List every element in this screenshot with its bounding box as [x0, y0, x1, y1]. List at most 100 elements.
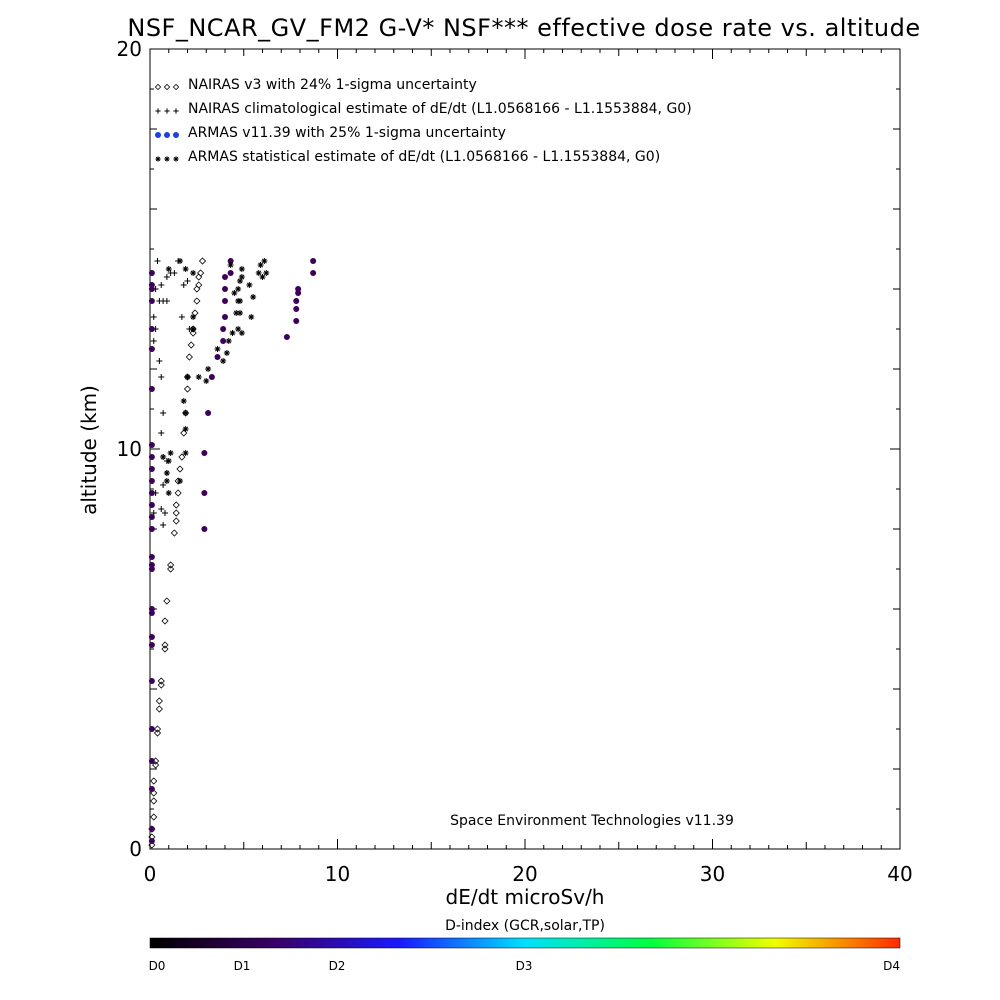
legend-label: NAIRAS v3 with 24% 1-sigma uncertainty — [188, 77, 477, 93]
data-point — [170, 529, 178, 537]
data-point — [184, 278, 191, 284]
legend: NAIRAS v3 with 24% 1-sigma uncertainty NA… — [154, 77, 692, 165]
data-point — [171, 270, 178, 276]
x-tick-label: 10 — [325, 862, 350, 886]
legend-label: NAIRAS climatological estimate of dE/dt … — [188, 101, 692, 117]
data-point — [193, 285, 201, 293]
data-point — [163, 478, 170, 484]
data-point — [165, 490, 172, 496]
data-point — [148, 270, 155, 276]
legend-symbol — [164, 108, 170, 114]
y-axis-ticks: 0 10 20 — [117, 37, 900, 861]
data-point — [165, 266, 172, 272]
data-point — [182, 410, 189, 416]
data-point — [148, 454, 155, 460]
data-point — [310, 258, 317, 264]
legend-entry: ARMAS v11.39 with 25% 1-sigma uncertaint… — [155, 125, 506, 141]
data-point — [158, 506, 165, 512]
data-point — [220, 326, 227, 332]
credit-annotation: Space Environment Technologies v11.39 — [450, 813, 734, 829]
data-point — [201, 450, 208, 456]
data-point — [178, 453, 186, 461]
data-point — [160, 482, 167, 488]
legend-symbol — [164, 156, 170, 162]
data-point — [148, 326, 155, 332]
data-point — [225, 338, 232, 344]
data-point — [201, 490, 208, 496]
data-point — [148, 514, 155, 520]
data-point — [195, 374, 202, 380]
data-point — [293, 318, 300, 324]
x-tick-label: 40 — [887, 862, 912, 886]
data-point — [214, 354, 221, 360]
data-point — [263, 270, 270, 276]
y-tick-label: 0 — [129, 837, 142, 861]
series-diamond — [148, 257, 207, 849]
data-point — [148, 838, 155, 844]
data-point — [172, 501, 180, 509]
data-point — [222, 274, 228, 280]
data-point — [148, 786, 155, 792]
data-point — [257, 262, 264, 268]
series-plus — [148, 258, 193, 528]
colorbar-label: D2 — [329, 959, 346, 973]
data-point — [237, 298, 243, 304]
data-point — [158, 282, 165, 288]
data-point — [157, 681, 165, 689]
data-point — [153, 729, 162, 737]
legend-symbol — [173, 108, 179, 114]
data-point — [158, 430, 165, 436]
data-point — [150, 777, 158, 785]
data-point — [255, 270, 262, 276]
data-point — [177, 478, 183, 484]
data-point — [148, 634, 155, 640]
x-tick-label: 0 — [144, 862, 157, 886]
data-point — [190, 270, 197, 276]
data-point — [182, 450, 189, 456]
data-point — [189, 329, 197, 337]
data-point — [163, 298, 170, 304]
data-point — [150, 338, 157, 344]
data-point — [205, 366, 212, 372]
data-point — [310, 270, 317, 276]
data-point — [150, 797, 158, 805]
data-point — [191, 309, 199, 317]
data-point — [182, 266, 189, 272]
data-point — [148, 554, 155, 560]
data-point — [261, 258, 268, 264]
data-point — [190, 326, 197, 332]
data-point — [152, 761, 160, 769]
plot-frame — [149, 48, 901, 850]
x-tick-label: 20 — [512, 862, 537, 886]
data-point — [180, 282, 187, 288]
x-axis-ticks: 0 10 20 30 40 — [144, 49, 913, 886]
data-point — [220, 358, 227, 364]
data-point — [178, 314, 185, 320]
data-point — [148, 526, 155, 532]
data-point — [157, 677, 165, 685]
data-point — [195, 281, 203, 289]
legend-label: ARMAS statistical estimate of dE/dt (L1.… — [188, 149, 660, 165]
data-point — [203, 378, 210, 384]
data-point — [148, 346, 155, 352]
data-point — [197, 269, 205, 277]
data-point — [148, 502, 155, 508]
data-point — [238, 274, 245, 280]
data-point — [235, 326, 242, 332]
data-point — [195, 273, 203, 281]
data-point — [177, 258, 183, 264]
data-point — [163, 470, 170, 476]
data-point — [148, 841, 156, 849]
y-tick-label: 20 — [117, 37, 142, 61]
data-point — [161, 617, 169, 625]
data-point — [160, 410, 167, 416]
data-point — [167, 450, 174, 456]
data-point — [148, 466, 155, 472]
data-point — [227, 258, 234, 264]
data-point — [156, 358, 163, 364]
legend-label: ARMAS v11.39 with 25% 1-sigma uncertaint… — [188, 125, 506, 141]
data-point — [229, 330, 236, 336]
data-point — [183, 385, 192, 393]
data-point — [293, 298, 300, 304]
data-point — [150, 813, 158, 821]
